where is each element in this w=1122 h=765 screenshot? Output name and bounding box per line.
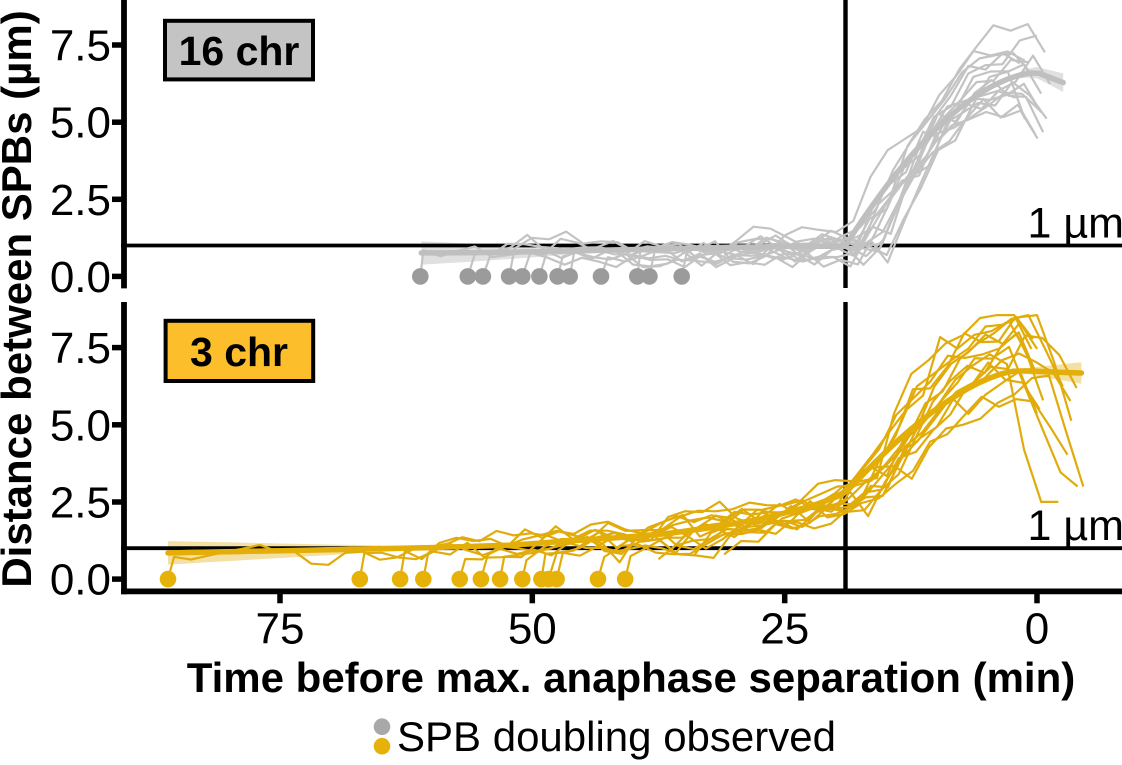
- svg-text:75: 75: [256, 605, 305, 654]
- svg-text:0: 0: [1025, 605, 1049, 654]
- svg-text:1 µm: 1 µm: [1028, 502, 1122, 550]
- svg-text:5.0: 5.0: [50, 99, 111, 148]
- svg-text:16 chr: 16 chr: [179, 28, 300, 74]
- svg-text:0.0: 0.0: [50, 253, 111, 302]
- svg-text:SPB doubling observed: SPB doubling observed: [397, 713, 836, 760]
- svg-text:3 chr: 3 chr: [190, 329, 288, 375]
- svg-text:Time before max. anaphase sepa: Time before max. anaphase separation (mi…: [187, 654, 1076, 701]
- svg-text:7.5: 7.5: [50, 324, 111, 373]
- svg-text:25: 25: [760, 605, 809, 654]
- svg-text:Distance between SPBs (µm): Distance between SPBs (µm): [0, 10, 40, 587]
- svg-text:2.5: 2.5: [50, 176, 111, 225]
- svg-text:7.5: 7.5: [50, 22, 111, 71]
- svg-text:5.0: 5.0: [50, 401, 111, 450]
- svg-text:1 µm: 1 µm: [1028, 199, 1122, 247]
- svg-text:0.0: 0.0: [50, 556, 111, 605]
- svg-text:2.5: 2.5: [50, 479, 111, 528]
- svg-text:50: 50: [508, 605, 557, 654]
